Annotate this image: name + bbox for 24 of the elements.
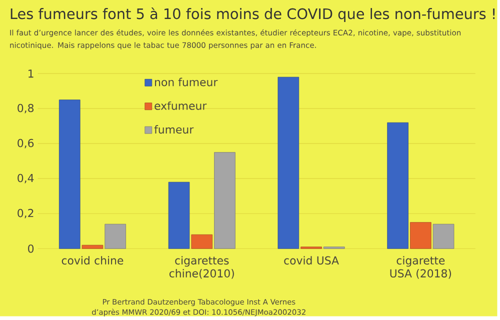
- bar: [432, 224, 454, 250]
- y-tick-label: 0,2: [18, 209, 34, 218]
- x-tick-label: covid chine: [62, 256, 124, 265]
- x-tick-label: covid USA: [284, 256, 339, 265]
- bar: [387, 122, 408, 250]
- bar: [410, 222, 432, 250]
- x-tick-label: cigarette USA (2018): [390, 256, 452, 279]
- bar: [104, 224, 126, 250]
- y-tick-label: 0,4: [18, 174, 34, 184]
- y-tick-label: 0: [28, 244, 34, 253]
- y-tick-label: 0,6: [18, 139, 34, 148]
- bar: [168, 182, 190, 250]
- y-tick-label: 0,8: [18, 104, 34, 114]
- legend-label: fumeur: [154, 125, 194, 134]
- bar: [278, 77, 300, 250]
- x-tick-label: cigarettes chine(2010): [169, 256, 234, 279]
- chart-title: Les fumeurs font 5 à 10 fois moins de COVID que les non-fumeurs !: [10, 8, 495, 22]
- y-tick-label: 1: [28, 70, 34, 78]
- legend-label: non fumeur: [155, 78, 218, 86]
- legend-label: exfumeur: [154, 102, 207, 110]
- bar: [191, 234, 213, 250]
- bar: [82, 245, 104, 250]
- bar: [214, 152, 236, 250]
- bar: [58, 100, 80, 250]
